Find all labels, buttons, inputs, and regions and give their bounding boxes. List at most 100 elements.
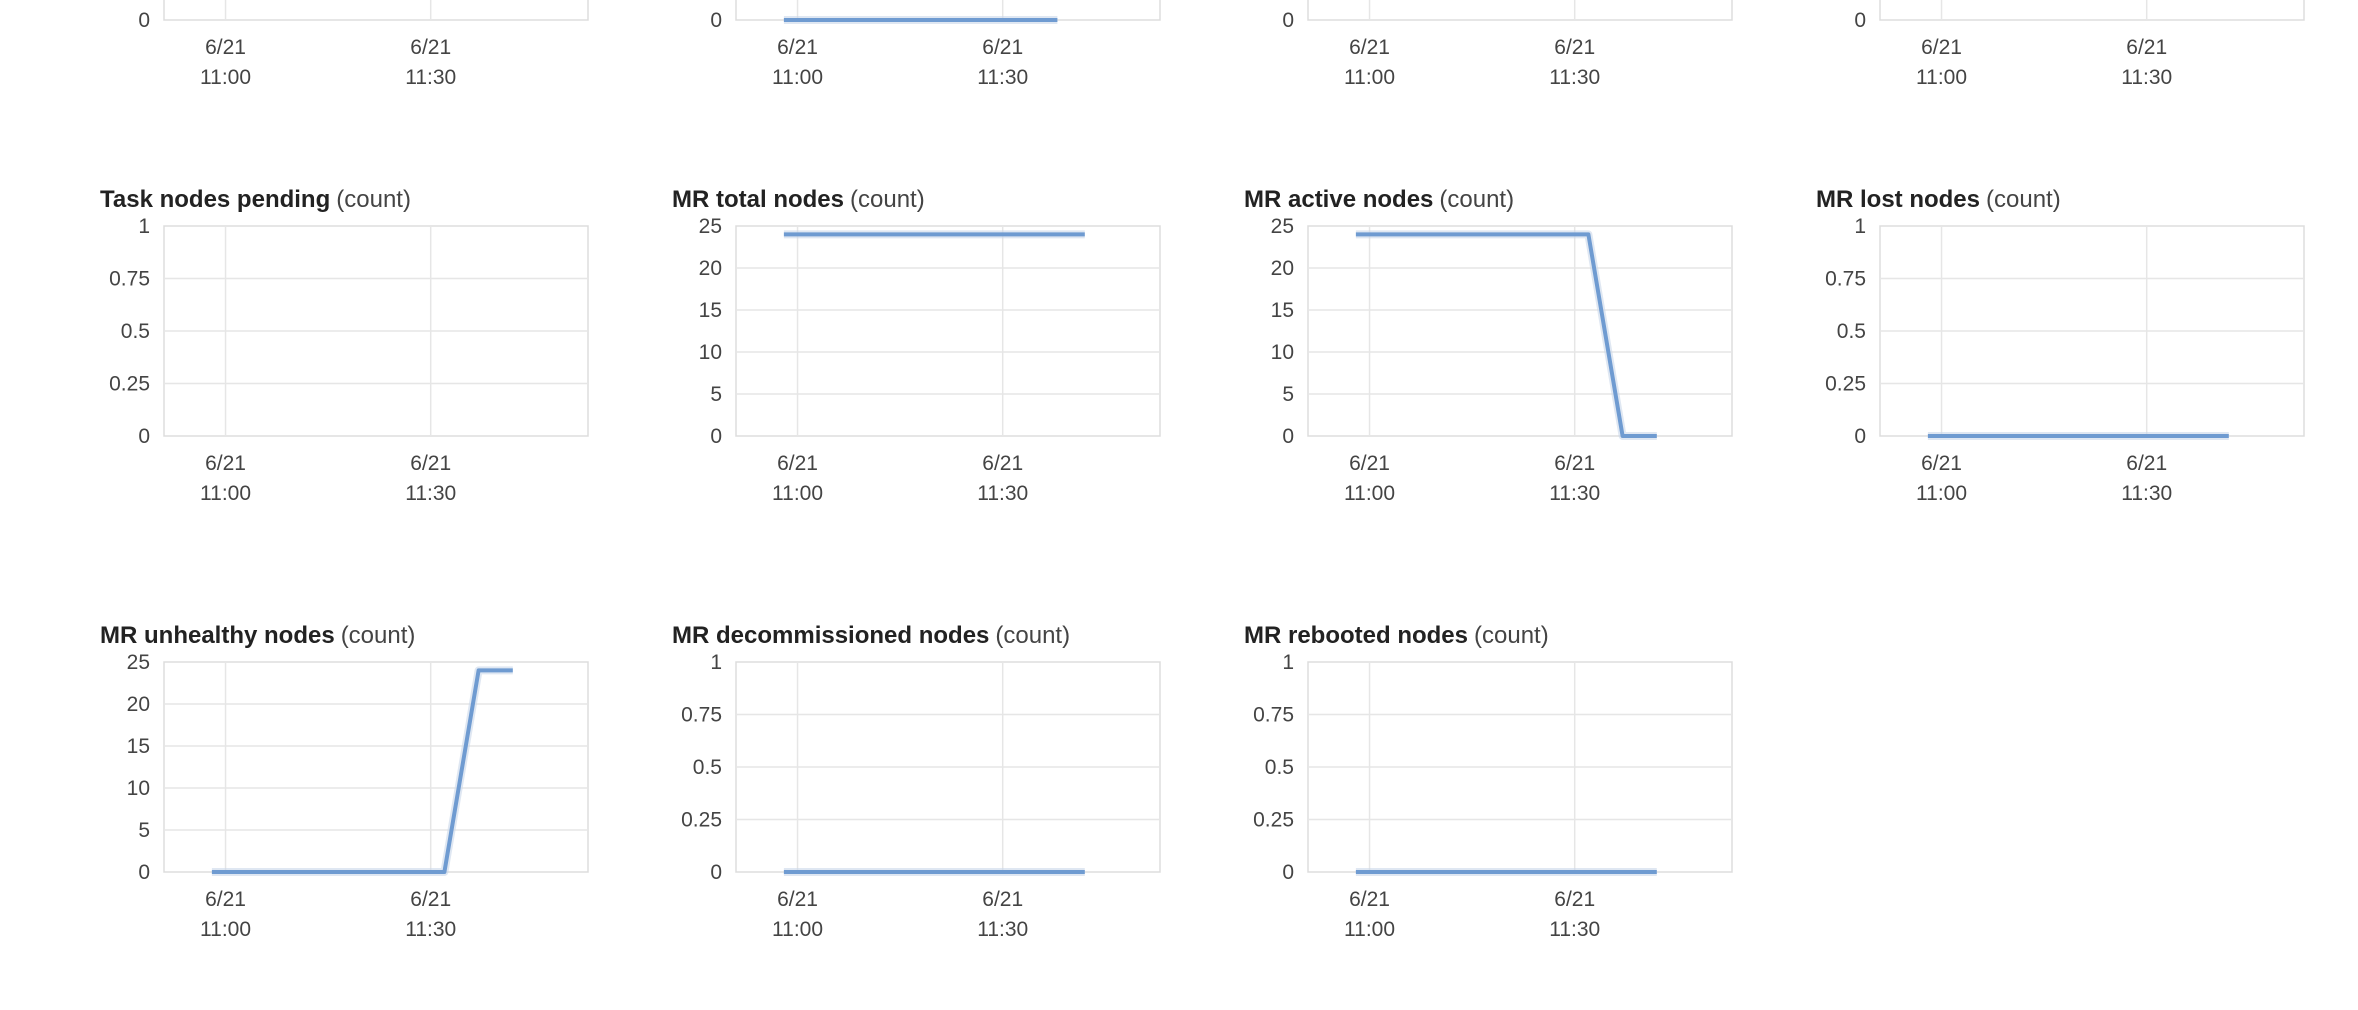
plot-area (1307, 225, 1733, 437)
x-tick-date: 6/21 (1554, 452, 1595, 475)
y-tick-label: 20 (1271, 257, 1294, 280)
x-tick-date: 6/21 (1554, 36, 1595, 59)
x-tick-date: 6/21 (982, 36, 1023, 59)
x-tick-time: 11:30 (1549, 66, 1600, 89)
plot-area (735, 225, 1161, 437)
x-tick-date: 6/21 (205, 36, 246, 59)
y-tick-label: 15 (1271, 299, 1294, 322)
x-tick-date: 6/21 (777, 888, 818, 911)
y-tick-label: 0 (138, 425, 150, 448)
chart-unit: (count) (1439, 186, 1515, 213)
line-chart: 0 5 10 15 20 25 6/21 11:00 6/21 11:30 (127, 651, 589, 941)
x-tick-time: 11:00 (200, 66, 251, 89)
chart-unit: (count) (1986, 186, 2061, 213)
line-chart: 0 0.25 0.5 0.75 1 6/21 11:00 6/21 11:30 (681, 651, 1161, 941)
x-tick-time: 11:30 (977, 66, 1028, 89)
chart-tile-mr-rebooted-nodes: MR rebooted nodes (count) 0 0.25 0.5 0.75 1 6/2… (1244, 622, 1752, 962)
y-tick-label: 0 (1282, 425, 1294, 448)
y-tick-label: 0.5 (1837, 320, 1866, 343)
y-tick-label: 0 (710, 425, 722, 448)
chart-title: MR active nodes (count) (1244, 186, 1514, 214)
plot-area (1879, 0, 2305, 21)
x-tick-time: 11:30 (2121, 482, 2172, 505)
y-tick-label: 0 (1282, 861, 1294, 884)
y-tick-label: 5 (710, 383, 722, 406)
chart-title-text: MR unhealthy nodes (100, 622, 335, 649)
x-tick-time: 11:30 (2121, 66, 2172, 89)
y-tick-label: 5 (1282, 383, 1294, 406)
line-chart: 0 6/21 11:00 6/21 11:30 (710, 0, 1161, 89)
x-tick-date: 6/21 (205, 452, 246, 475)
chart-unit: (count) (850, 186, 925, 213)
series-shadow (1355, 230, 1657, 440)
series-line[interactable] (211, 668, 513, 874)
x-tick-time: 11:00 (772, 66, 823, 89)
y-tick-label: 0.75 (681, 704, 722, 727)
chart-title: Task nodes pending (count) (100, 186, 411, 214)
chart-tile-top-4: 0 6/21 11:00 6/21 11:30 (1816, 0, 2324, 110)
chart-unit: (count) (340, 622, 416, 649)
x-tick-time: 11:00 (1916, 66, 1967, 89)
series-line[interactable] (1355, 232, 1657, 438)
chart-unit: (count) (336, 186, 411, 213)
y-tick-label: 15 (127, 735, 150, 758)
x-tick-date: 6/21 (1921, 36, 1962, 59)
chart-title-text: Task nodes pending (100, 186, 331, 213)
x-tick-time: 11:30 (1549, 482, 1600, 505)
x-tick-date: 6/21 (410, 36, 451, 59)
chart-tile-top-2: 0 6/21 11:00 6/21 11:30 (672, 0, 1180, 110)
y-tick-label: 0 (1854, 9, 1866, 32)
x-tick-time: 11:30 (405, 918, 456, 941)
chart-title-text: MR total nodes (672, 186, 844, 213)
x-tick-time: 11:00 (1344, 918, 1395, 941)
x-tick-date: 6/21 (1349, 888, 1390, 911)
x-tick-date: 6/21 (1349, 452, 1390, 475)
x-tick-time: 11:00 (1344, 66, 1395, 89)
plot-area (1307, 0, 1733, 21)
y-tick-label: 0.5 (693, 756, 722, 779)
plot-area (163, 0, 589, 21)
line-chart: 0 0.25 0.5 0.75 1 6/21 11:00 6/21 11:30 (1825, 215, 2305, 505)
chart-unit: (count) (995, 622, 1071, 649)
y-tick-label: 25 (699, 215, 722, 238)
y-tick-label: 25 (1271, 215, 1294, 238)
y-tick-label: 10 (127, 777, 150, 800)
y-tick-label: 5 (138, 819, 150, 842)
chart-tile-mr-total-nodes: MR total nodes (count) 0 5 10 15 20 25 6/21 11:00… (672, 186, 1180, 526)
chart-title-text: MR decommissioned nodes (672, 622, 990, 649)
x-tick-date: 6/21 (982, 888, 1023, 911)
chart-title: MR rebooted nodes (count) (1244, 622, 1549, 650)
y-tick-label: 0.75 (1253, 704, 1294, 727)
series-shadow (211, 666, 513, 876)
chart-tile-top-1: 0 6/21 11:00 6/21 11:30 (100, 0, 608, 110)
x-tick-date: 6/21 (982, 452, 1023, 475)
y-tick-label: 1 (1854, 215, 1866, 238)
y-tick-label: 0.75 (1825, 268, 1866, 291)
y-tick-label: 1 (1282, 651, 1294, 674)
y-tick-label: 0.25 (681, 809, 722, 832)
y-tick-label: 10 (1271, 341, 1294, 364)
y-tick-label: 1 (138, 215, 150, 238)
x-tick-time: 11:00 (772, 482, 823, 505)
chart-tile-mr-decommissioned-nodes: MR decommissioned nodes (count) 0 0.25 0.5 0.… (672, 622, 1180, 962)
x-tick-date: 6/21 (2126, 36, 2167, 59)
chart-tile-mr-active-nodes: MR active nodes (count) 0 5 10 15 20 25 6/21 11:0… (1244, 186, 1752, 526)
chart-tile-task-nodes-pending: Task nodes pending (count) 0 0.25 0.5 0.75 1 6/… (100, 186, 608, 526)
y-tick-label: 0.25 (1253, 809, 1294, 832)
chart-title: MR lost nodes (count) (1816, 186, 2061, 214)
x-tick-time: 11:00 (200, 482, 251, 505)
y-tick-label: 0 (1854, 425, 1866, 448)
y-tick-label: 0 (1282, 9, 1294, 32)
line-chart: 0 0.25 0.5 0.75 1 6/21 11:00 6/21 11:30 (109, 215, 589, 505)
chart-tile-mr-unhealthy-nodes: MR unhealthy nodes (count) 0 5 10 15 20 25 6/21 1… (100, 622, 608, 962)
chart-tile-top-3: 0 6/21 11:00 6/21 11:30 (1244, 0, 1752, 110)
x-tick-date: 6/21 (1554, 888, 1595, 911)
chart-title: MR decommissioned nodes (count) (672, 622, 1070, 650)
plot-area (163, 661, 589, 873)
y-tick-label: 0.5 (121, 320, 150, 343)
x-tick-date: 6/21 (2126, 452, 2167, 475)
chart-tile-mr-lost-nodes: MR lost nodes (count) 0 0.25 0.5 0.75 1 6/21 11:… (1816, 186, 2324, 526)
y-tick-label: 15 (699, 299, 722, 322)
x-tick-date: 6/21 (1921, 452, 1962, 475)
y-tick-label: 25 (127, 651, 150, 674)
